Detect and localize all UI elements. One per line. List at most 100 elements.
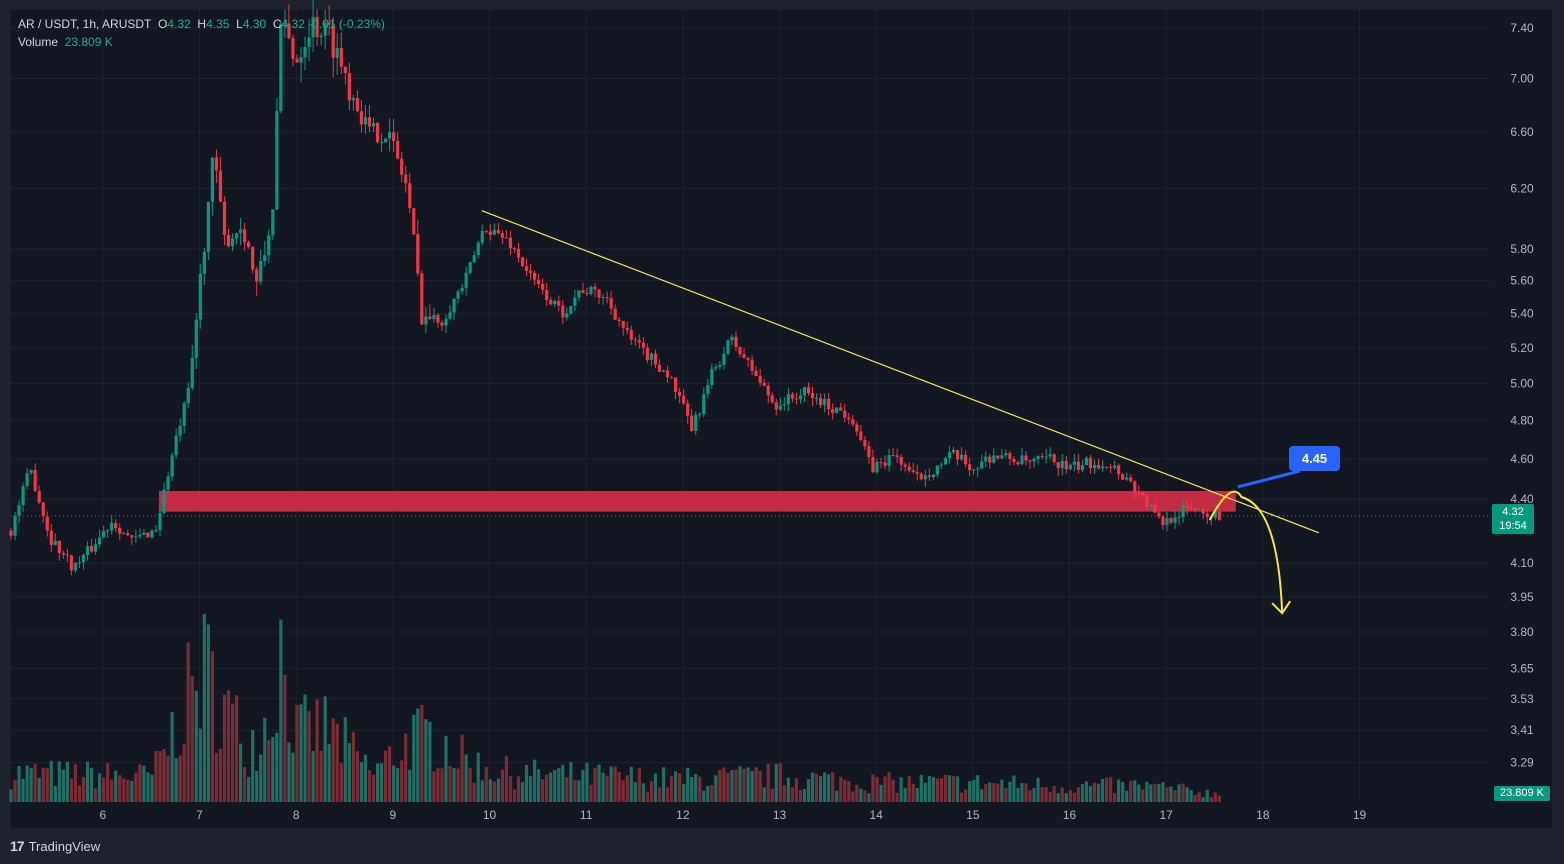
candle-body	[230, 238, 235, 247]
volume-bar	[444, 735, 448, 802]
candle-body	[1141, 492, 1145, 496]
candle-body	[234, 233, 239, 239]
volume-bar	[1012, 775, 1016, 802]
candle-body	[190, 357, 194, 389]
open-value: 4.32	[167, 17, 191, 31]
volume-bar	[468, 767, 472, 802]
volume-bar	[702, 790, 706, 802]
candle-body	[57, 540, 61, 553]
volume-bar	[734, 769, 738, 802]
candle-body	[359, 111, 364, 125]
candle-body	[665, 370, 670, 378]
candle-body	[69, 555, 74, 571]
candle-body	[758, 376, 762, 383]
volume-bar	[520, 782, 525, 802]
candle-body	[959, 454, 964, 460]
candle-body	[73, 562, 78, 571]
volume-bar	[218, 748, 223, 802]
x-tick-label: 17	[1159, 808, 1173, 822]
candle-body	[295, 58, 299, 63]
candle-body	[243, 229, 247, 243]
volume-bar	[968, 781, 972, 802]
volume-bar	[577, 780, 581, 802]
candle-body	[686, 403, 690, 416]
volume-label[interactable]: Volume	[18, 35, 59, 49]
volume-bar	[766, 763, 770, 802]
volume-bar	[851, 791, 855, 802]
candle-body	[1169, 518, 1173, 523]
volume-bar	[110, 779, 114, 802]
volume-bar	[1028, 790, 1032, 802]
candle-body	[577, 290, 581, 298]
candle-body	[400, 158, 404, 175]
candle-body	[1052, 454, 1056, 462]
volume-bar	[887, 772, 891, 802]
volume-bar	[98, 773, 102, 802]
candle-body	[794, 398, 799, 400]
candle-body	[49, 530, 53, 545]
volume-bar	[476, 752, 480, 802]
candle-body	[263, 255, 267, 261]
y-tick-label: 5.40	[1510, 307, 1534, 321]
candle-body	[198, 273, 202, 320]
candle-body	[202, 251, 206, 274]
volume-bar	[669, 775, 674, 802]
volume-bar	[814, 773, 819, 802]
volume-bar	[645, 791, 649, 802]
volume-bar	[1044, 787, 1048, 802]
volume-bar	[899, 777, 903, 802]
candle-body	[911, 470, 915, 473]
volume-bar	[1096, 783, 1101, 802]
candle-body	[488, 231, 492, 235]
candle-body	[118, 528, 122, 534]
volume-legend: Volume 23.809 K	[18, 35, 113, 49]
candle-body	[355, 98, 359, 112]
candle-body	[102, 531, 106, 538]
candle-body	[319, 35, 323, 37]
volume-bar	[251, 729, 255, 802]
candle-body	[424, 316, 428, 325]
candle-body	[29, 470, 33, 474]
tradingview-logo-icon: 17	[10, 838, 25, 854]
candle-body	[984, 456, 988, 462]
candle-body	[1117, 465, 1121, 475]
candle-body	[963, 454, 968, 465]
volume-bar	[146, 772, 150, 802]
candle-body	[750, 359, 754, 371]
candle-body	[951, 449, 956, 453]
candle-body	[778, 405, 782, 410]
symbol-legend: AR / USDT, 1h, ARUSDT O4.32 H4.35 L4.30 …	[18, 17, 385, 31]
volume-bar	[770, 788, 774, 802]
price-callout-label[interactable]: 4.45	[1289, 446, 1340, 471]
volume-bar	[879, 784, 883, 802]
candle-body	[1181, 505, 1185, 518]
volume-bar	[569, 761, 573, 802]
volume-bar	[392, 765, 396, 802]
volume-bar	[154, 750, 158, 802]
candle-body	[1012, 458, 1016, 463]
symbol-title[interactable]: AR / USDT, 1h, ARUSDT	[18, 17, 152, 31]
candle-body	[218, 170, 223, 202]
volume-bar	[186, 642, 190, 802]
candle-body	[814, 398, 819, 400]
candle-body	[907, 466, 911, 471]
volume-bar	[871, 774, 875, 802]
volume-bar	[601, 772, 605, 802]
volume-bar	[665, 787, 670, 802]
volume-bar	[448, 765, 452, 802]
candle-body	[621, 320, 625, 328]
candle-body	[472, 255, 476, 263]
volume-bar	[593, 767, 597, 802]
tradingview-logo[interactable]: 17 TradingView	[10, 838, 100, 854]
volume-bar	[972, 780, 976, 802]
candle-body	[879, 462, 883, 464]
candle-body	[609, 298, 613, 309]
low-label: L	[236, 17, 243, 31]
volume-bar	[238, 743, 243, 802]
volume-bar	[907, 776, 911, 802]
volume-bar	[327, 743, 331, 802]
candle-body	[1145, 495, 1149, 507]
volume-bar	[267, 740, 271, 802]
resistance-zone	[158, 491, 1236, 512]
